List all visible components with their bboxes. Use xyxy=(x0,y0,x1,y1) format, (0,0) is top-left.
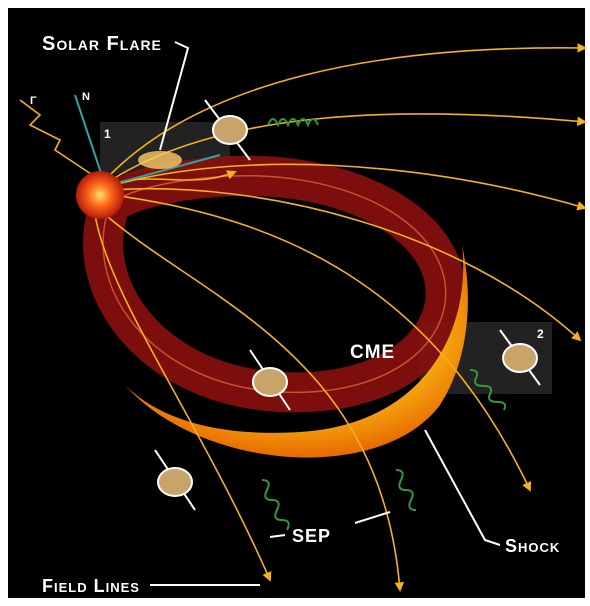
field-lines xyxy=(19,43,587,592)
label-neutron: n xyxy=(82,87,91,104)
label-box-1: 1 xyxy=(104,127,112,141)
spacecraft xyxy=(154,99,541,511)
label-solar-flare: Solar Flare xyxy=(42,33,162,55)
sep-waves xyxy=(261,118,507,531)
label-shock: Shock xyxy=(505,536,560,556)
label-cme: CME xyxy=(350,342,395,363)
sun xyxy=(76,171,124,219)
flare-glow xyxy=(138,151,182,169)
label-sep: SEP xyxy=(292,526,331,546)
label-box-2: 2 xyxy=(537,327,545,341)
leader-lines xyxy=(150,41,501,586)
background xyxy=(8,8,585,598)
label-field-lines: Field Lines xyxy=(42,576,140,596)
label-gamma: γ xyxy=(30,91,38,108)
